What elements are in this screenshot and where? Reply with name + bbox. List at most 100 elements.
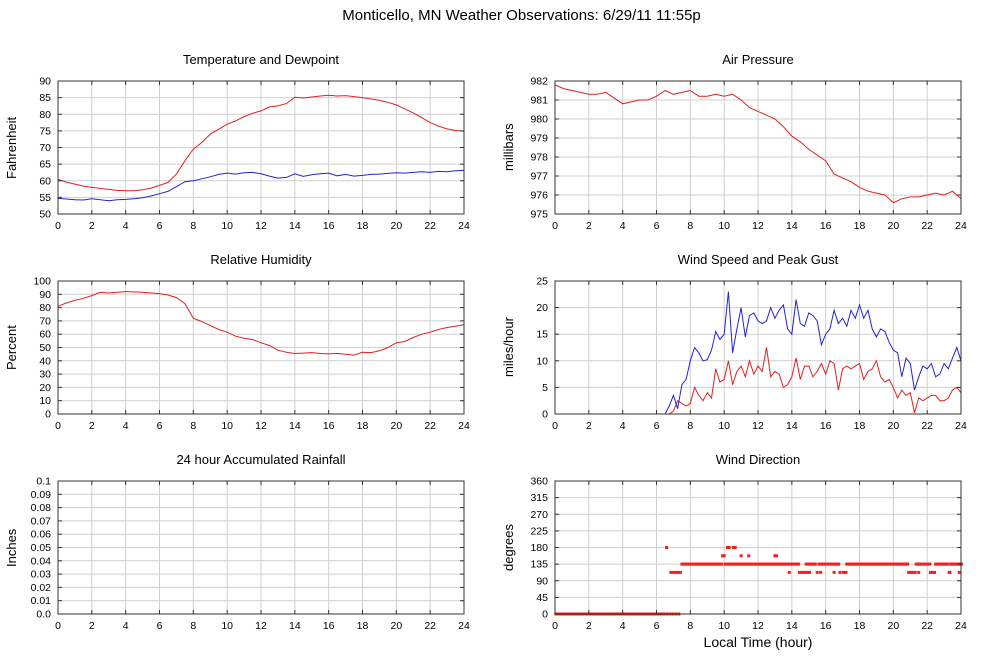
chart-panel-wind-direction: 0 2 4 6 8 10 12 14 16 18 20 22 24 0 45 90 135 180 225 270 31…	[497, 446, 996, 659]
axis-labels: 0 2 4 6 8 10 12 14 16 18 20 22 249759769779789799809…	[530, 76, 967, 233]
svg-text:360: 360	[530, 476, 548, 488]
svg-text:6: 6	[157, 620, 163, 632]
svg-text:16: 16	[820, 220, 832, 232]
svg-text:100: 100	[33, 276, 51, 288]
y-axis-label-inches: Inches	[4, 528, 19, 567]
chart-panel-temperature-dewpoint: 0 2 4 6 8 10 12 14 16 18 20 22 24 50 55 60 65 70 75 80 85 90 …	[0, 46, 499, 244]
svg-text:12: 12	[752, 220, 764, 232]
svg-text:90: 90	[536, 575, 548, 587]
axis-labels: 0 2 4 6 8 10 12 14 16 18 20 22 240459013518022527031…	[530, 476, 967, 633]
svg-text:0: 0	[45, 409, 51, 421]
y-axis-label-fahrenheit: Fahrenheit	[4, 116, 19, 179]
y-axis-label-millibars: millibars	[501, 123, 516, 172]
axis-labels: 0 2 4 6 8 10 12 14 16 18 20 22 240102030405060708090…	[33, 276, 470, 433]
chart-title-temperature-dewpoint: Temperature and Dewpoint	[182, 52, 340, 67]
chart-title-wind-direction: Wind Direction	[715, 452, 801, 467]
svg-text:90: 90	[39, 289, 51, 301]
svg-text:0.09: 0.09	[31, 489, 52, 501]
svg-text:4: 4	[620, 420, 626, 432]
svg-text:22: 22	[424, 420, 436, 432]
gridlines	[57, 480, 465, 615]
svg-text:0: 0	[55, 220, 61, 232]
svg-text:80: 80	[39, 302, 51, 314]
chart-title-wind-speed-gust: Wind Speed and Peak Gust	[677, 252, 839, 267]
svg-text:22: 22	[921, 420, 933, 432]
svg-text:12: 12	[752, 420, 764, 432]
svg-text:8: 8	[687, 220, 693, 232]
svg-text:8: 8	[687, 420, 693, 432]
pressure-line	[554, 84, 962, 204]
svg-text:14: 14	[289, 220, 301, 232]
svg-text:50: 50	[39, 209, 51, 221]
gridlines	[57, 280, 465, 415]
axes	[57, 480, 465, 615]
svg-text:85: 85	[39, 92, 51, 104]
gridlines	[554, 480, 962, 615]
series-group	[57, 291, 465, 356]
svg-text:0.1: 0.1	[36, 476, 51, 488]
svg-text:16: 16	[323, 620, 335, 632]
svg-text:18: 18	[357, 620, 369, 632]
svg-text:4: 4	[620, 220, 626, 232]
axes	[554, 480, 962, 615]
svg-text:977: 977	[530, 171, 548, 183]
svg-text:40: 40	[39, 355, 51, 367]
air-pressure-plot: 0 2 4 6 8 10 12 14 16 18 20 22 249759769779789799809…	[530, 76, 967, 233]
svg-text:0.07: 0.07	[31, 515, 52, 527]
chart-title-relative-humidity: Relative Humidity	[210, 252, 312, 267]
chart-panel-relative-humidity: 0 2 4 6 8 10 12 14 16 18 20 22 24 0 10 20 30 40 50 60 70 80 90…	[0, 246, 499, 444]
axes	[554, 80, 962, 215]
svg-text:10: 10	[718, 220, 730, 232]
svg-text:979: 979	[530, 133, 548, 145]
svg-text:225: 225	[530, 525, 548, 537]
svg-text:6: 6	[654, 220, 660, 232]
series-group	[57, 94, 465, 202]
svg-text:14: 14	[786, 620, 798, 632]
svg-text:75: 75	[39, 125, 51, 137]
svg-text:2: 2	[586, 620, 592, 632]
svg-text:0.04: 0.04	[31, 555, 52, 567]
svg-text:70: 70	[39, 315, 51, 327]
svg-text:15: 15	[536, 329, 548, 341]
svg-text:6: 6	[654, 620, 660, 632]
svg-text:0.03: 0.03	[31, 569, 52, 581]
svg-text:18: 18	[854, 420, 866, 432]
svg-text:80: 80	[39, 109, 51, 121]
svg-text:24: 24	[955, 220, 967, 232]
svg-text:180: 180	[530, 542, 548, 554]
svg-text:45: 45	[536, 592, 548, 604]
svg-text:50: 50	[39, 342, 51, 354]
svg-text:20: 20	[39, 382, 51, 394]
svg-text:90: 90	[39, 76, 51, 88]
svg-text:981: 981	[530, 95, 548, 107]
svg-text:10: 10	[221, 620, 233, 632]
svg-text:18: 18	[854, 620, 866, 632]
svg-text:18: 18	[357, 420, 369, 432]
page-title: Monticello, MN Weather Observations: 6/2…	[342, 7, 701, 24]
svg-text:60: 60	[39, 175, 51, 187]
svg-text:2: 2	[89, 620, 95, 632]
svg-text:8: 8	[190, 620, 196, 632]
y-axis-label-percent: Percent	[4, 325, 19, 370]
rainfall-plot: 0 2 4 6 8 10 12 14 16 18 20 22 240.00.010.020.030.04…	[31, 476, 470, 633]
chart-panel-air-pressure: 0 2 4 6 8 10 12 14 16 18 20 22 24 975 976 977 978 979 980 9…	[497, 46, 996, 244]
svg-text:0: 0	[552, 420, 558, 432]
svg-text:4: 4	[620, 620, 626, 632]
svg-text:0.02: 0.02	[31, 582, 52, 594]
svg-text:12: 12	[255, 620, 267, 632]
svg-text:12: 12	[752, 620, 764, 632]
svg-text:10: 10	[536, 355, 548, 367]
svg-text:975: 975	[530, 209, 548, 221]
chart-title-air-pressure: Air Pressure	[722, 52, 794, 67]
svg-text:16: 16	[323, 420, 335, 432]
svg-text:16: 16	[323, 220, 335, 232]
svg-text:22: 22	[921, 220, 933, 232]
wind-direction-plot: 0 2 4 6 8 10 12 14 16 18 20 22 240459013518022527031…	[530, 476, 967, 633]
svg-text:0.01: 0.01	[31, 595, 52, 607]
x-axis-label-local-time: Local Time (hour)	[703, 634, 813, 650]
svg-text:20: 20	[390, 220, 402, 232]
svg-text:20: 20	[390, 420, 402, 432]
svg-text:4: 4	[123, 220, 129, 232]
